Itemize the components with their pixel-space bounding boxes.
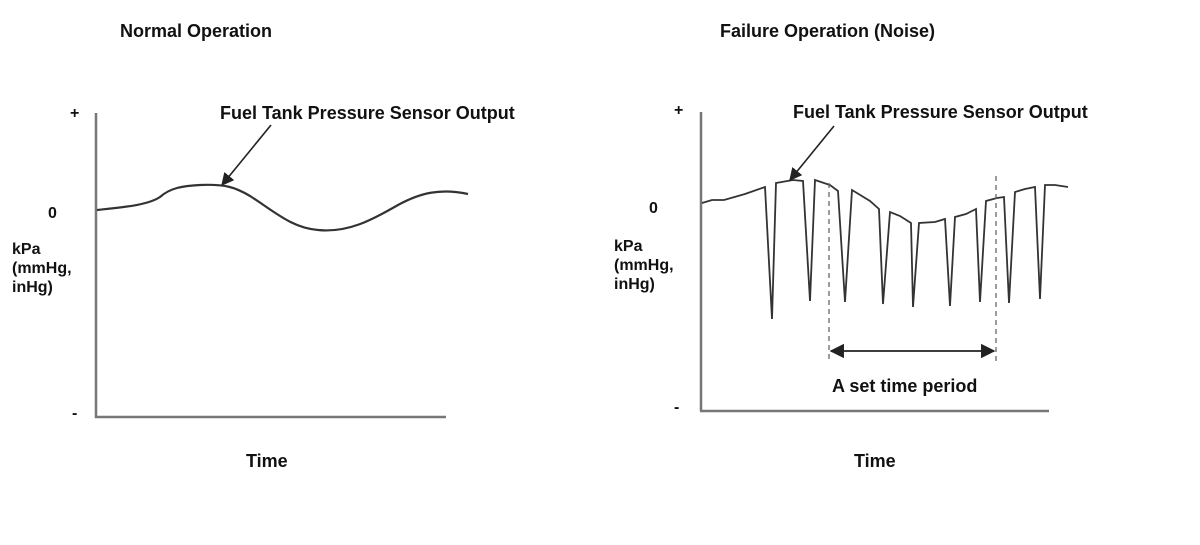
left-y-zero-label: 0	[48, 205, 57, 222]
left-sensor-curve	[96, 183, 469, 232]
right-y-plus-label: +	[674, 102, 684, 119]
right-panel-title: Failure Operation (Noise)	[720, 21, 936, 41]
right-sensor-noise-curve	[701, 178, 1069, 320]
period-label: A set time period	[832, 376, 978, 396]
right-x-axis-label: Time	[854, 451, 896, 471]
left-y-plus-label: +	[70, 105, 80, 122]
period-guides	[828, 176, 997, 361]
right-y-unit-label: kPa (mmHg, inHg)	[614, 238, 674, 293]
right-y-minus-label: -	[674, 399, 680, 416]
left-axes	[94, 113, 446, 419]
left-y-minus-label: -	[72, 405, 78, 422]
left-callout-arrow	[221, 124, 272, 186]
left-x-axis-label: Time	[246, 451, 288, 471]
right-axes	[699, 112, 1049, 413]
right-callout-label: Fuel Tank Pressure Sensor Output	[793, 102, 1088, 122]
left-callout-label: Fuel Tank Pressure Sensor Output	[220, 103, 515, 123]
right-callout-arrow	[789, 125, 835, 181]
left-y-unit-label: kPa (mmHg, inHg)	[12, 241, 72, 296]
right-y-zero-label: 0	[649, 200, 658, 217]
left-panel-title: Normal Operation	[120, 21, 273, 41]
